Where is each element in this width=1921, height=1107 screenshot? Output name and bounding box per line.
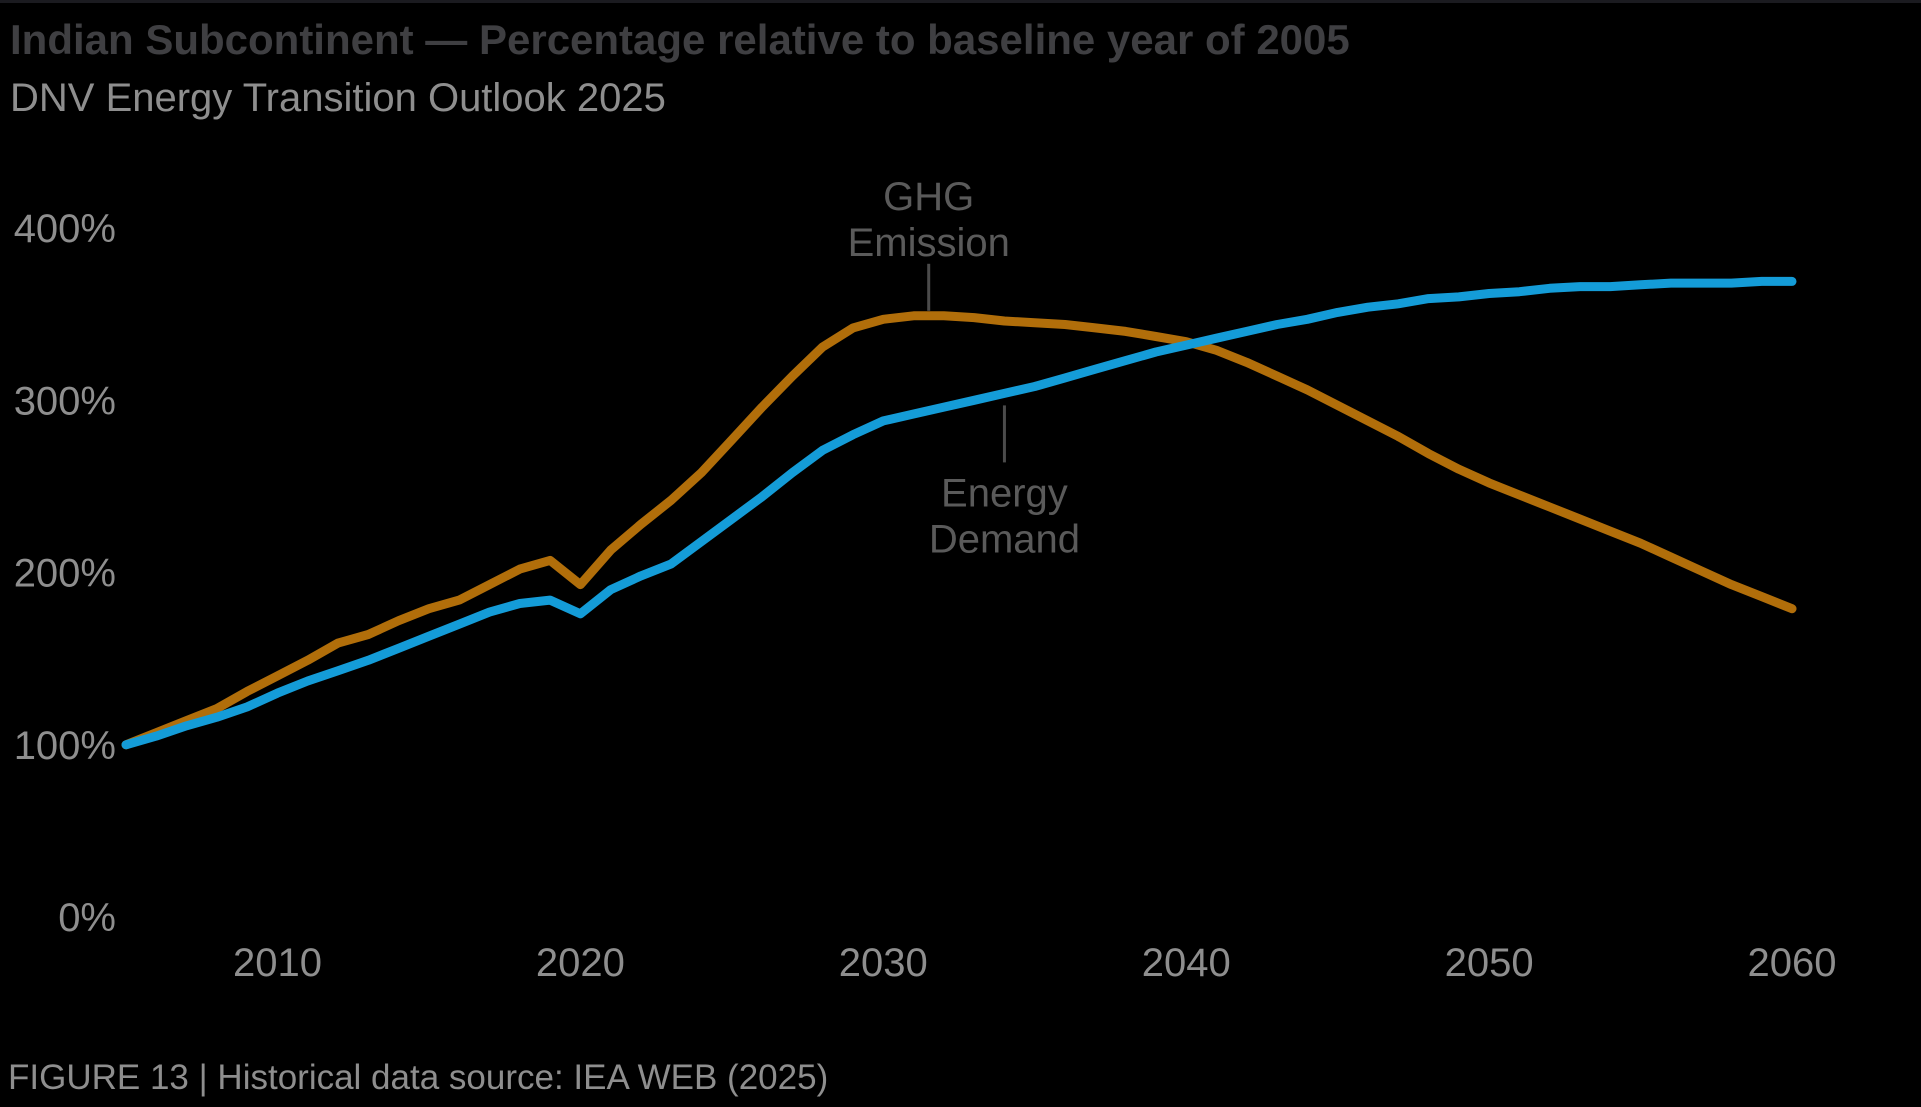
ghg-emission-label: Emission bbox=[848, 221, 1010, 265]
x-tick-label: 2040 bbox=[1142, 941, 1231, 985]
x-tick-label: 2030 bbox=[839, 941, 928, 985]
chart-subtitle: DNV Energy Transition Outlook 2025 bbox=[10, 76, 666, 120]
chart-title: Indian Subcontinent — Percentage relativ… bbox=[10, 16, 1350, 63]
figure-caption: FIGURE 13 | Historical data source: IEA … bbox=[8, 1058, 829, 1097]
energy-demand-label: Energy bbox=[941, 471, 1068, 515]
y-tick-label: 0% bbox=[58, 896, 116, 940]
y-tick-label: 300% bbox=[14, 379, 116, 423]
x-tick-label: 2020 bbox=[536, 941, 625, 985]
x-tick-label: 2050 bbox=[1445, 941, 1534, 985]
y-tick-label: 400% bbox=[14, 207, 116, 251]
energy-demand-label: Demand bbox=[929, 517, 1080, 561]
x-tick-label: 2060 bbox=[1748, 941, 1837, 985]
ghg-emission-label: GHG bbox=[883, 175, 974, 219]
x-tick-label: 2010 bbox=[233, 941, 322, 985]
energy-demand-line bbox=[121, 276, 1797, 750]
top-rule bbox=[0, 0, 1921, 3]
y-tick-label: 100% bbox=[14, 724, 116, 768]
y-tick-label: 200% bbox=[14, 552, 116, 596]
ghg-emission-line bbox=[121, 311, 1797, 750]
